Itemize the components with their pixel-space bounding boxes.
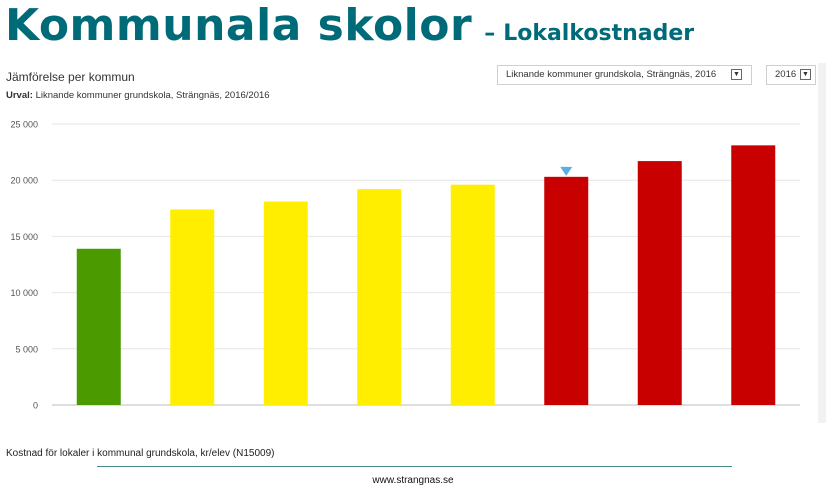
y-tick-label: 5 000 — [15, 344, 38, 354]
chevron-down-icon[interactable]: ▼ — [731, 69, 742, 80]
selected-municipality-marker-icon — [560, 166, 573, 176]
y-tick-label: 25 000 — [10, 120, 38, 130]
slide-subtitle: Lokalkostnader — [503, 21, 695, 46]
comparison-group-dropdown[interactable]: Liknande kommuner grundskola, Strängnäs,… — [497, 65, 752, 85]
bar — [357, 189, 402, 405]
selection-value: Liknande kommuner grundskola, Strängnäs,… — [35, 90, 270, 101]
chart-panel: Jämförelse per kommun Urval: Liknande ko… — [0, 63, 826, 468]
y-tick-label: 0 — [33, 401, 38, 411]
chart-footnote: Kostnad för lokaler i kommunal grundskol… — [6, 448, 275, 459]
chart-panel-header: Jämförelse per kommun Urval: Liknande ko… — [0, 63, 826, 110]
bar — [263, 201, 308, 405]
bar — [731, 145, 776, 405]
chevron-down-icon[interactable]: ▼ — [800, 69, 811, 80]
comparison-group-value: Liknande kommuner grundskola, Strängnäs,… — [506, 69, 717, 80]
footer-url: www.strangnas.se — [372, 475, 454, 486]
y-tick-label: 20 000 — [10, 176, 38, 186]
y-tick-label: 10 000 — [10, 288, 38, 298]
chart-area: 0 5 000 10 000 15 000 20 000 25 000 — [6, 110, 806, 416]
title-separator: – — [484, 21, 496, 46]
scrollbar-track[interactable] — [818, 63, 826, 423]
y-tick-label: 15 000 — [10, 232, 38, 242]
selection-info: Urval: Liknande kommuner grundskola, Str… — [6, 90, 270, 101]
bar — [76, 248, 121, 405]
bar — [637, 161, 682, 405]
chart-heading: Jämförelse per kommun — [6, 70, 135, 84]
slide-title: Kommunala skolor – Lokalkostnader — [5, 0, 694, 51]
bar — [450, 184, 495, 405]
bar-chart: 0 5 000 10 000 15 000 20 000 25 000 — [10, 120, 800, 411]
footer-divider — [97, 466, 732, 467]
year-value: 2016 — [775, 69, 797, 80]
bar — [170, 209, 215, 405]
bar — [544, 176, 589, 405]
selection-label: Urval: — [6, 90, 33, 101]
slide-title-main: Kommunala skolor — [5, 0, 473, 51]
year-dropdown[interactable]: 2016 ▼ — [766, 65, 816, 85]
